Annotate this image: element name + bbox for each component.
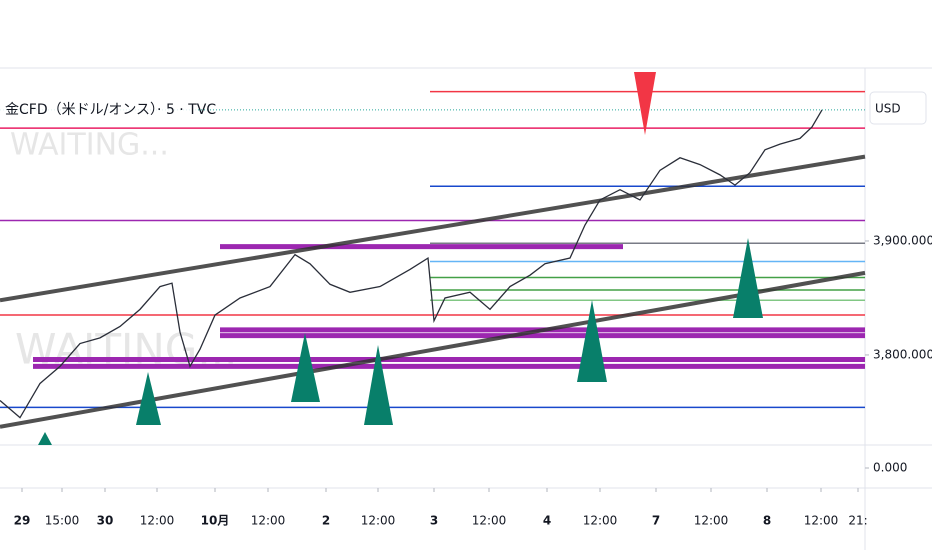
- x-tick-label: 12:00: [361, 514, 396, 528]
- chart-title: 金CFD（米ドル/オンス）· 5 · TVC: [5, 102, 216, 118]
- x-tick-label: 4: [543, 514, 551, 528]
- x-tick-label: 8: [763, 514, 771, 528]
- y-tick-label: 3,800.000: [873, 347, 932, 361]
- sell-marker: [634, 72, 656, 135]
- buy-marker: [733, 238, 763, 318]
- markers: [38, 72, 763, 445]
- x-tick-label: 12:00: [472, 514, 507, 528]
- x-tick-label: 15:00: [45, 514, 80, 528]
- y-tick-label: 3,900.000: [873, 233, 932, 247]
- x-tick-label: 30: [97, 514, 114, 528]
- indicator-tick-label: 0.000: [873, 461, 907, 475]
- buy-marker: [291, 333, 320, 402]
- title-bg: [0, 96, 196, 122]
- plot-area: [0, 90, 866, 429]
- currency-button[interactable]: [869, 91, 927, 125]
- x-tick-label: 12:00: [140, 514, 175, 528]
- x-tick-label: 29: [14, 514, 31, 528]
- x-tick-label: 7: [652, 514, 660, 528]
- x-tick-label: 12:00: [583, 514, 618, 528]
- buy-marker: [364, 345, 393, 425]
- x-tick-label: 12:00: [694, 514, 729, 528]
- x-tick-label: 12:00: [804, 514, 839, 528]
- x-tick-label: 12:00: [251, 514, 286, 528]
- buy-marker: [577, 300, 607, 382]
- buy-marker: [136, 372, 161, 425]
- trend-line: [0, 154, 866, 303]
- watermark: WAITING...: [10, 128, 169, 163]
- x-tick-label: 2: [322, 514, 330, 528]
- x-tick-label: 10月: [201, 514, 230, 528]
- x-tick-label: 21:: [848, 514, 867, 528]
- currency-label[interactable]: USD: [875, 102, 901, 116]
- x-tick-label: 3: [430, 514, 438, 528]
- buy-marker: [38, 432, 52, 445]
- price-line: [0, 109, 823, 419]
